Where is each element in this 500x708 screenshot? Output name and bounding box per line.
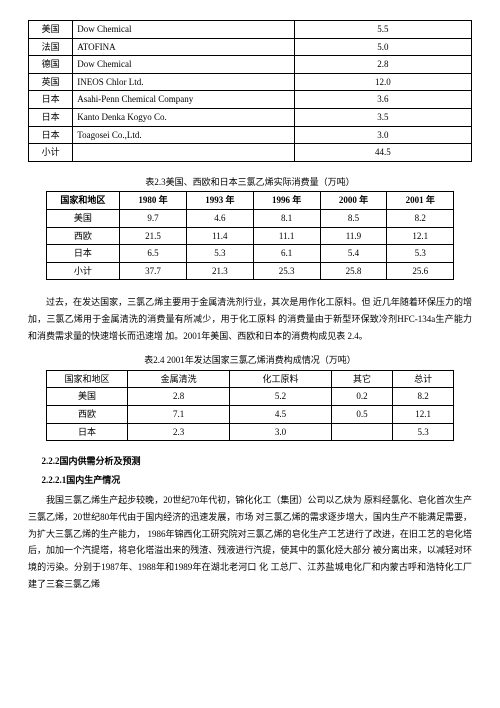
table-row: 法国ATOFINA5.0: [29, 38, 472, 56]
section-heading-1: 2.2.2国内供需分析及预测: [42, 455, 473, 468]
header-row: 国家和地区 1980 年 1993 年 1996 年 2000 年 2001 年: [46, 192, 453, 210]
company-cell: Toagosei Co.,Ltd.: [73, 126, 295, 144]
company-cell: Asahi-Penn Chemical Company: [73, 91, 295, 109]
table-row: 日本Toagosei Co.,Ltd.3.0: [29, 126, 472, 144]
country-cell: 美国: [29, 21, 73, 39]
header-cell: 2001 年: [387, 192, 454, 210]
header-cell: 2000 年: [320, 192, 387, 210]
value-cell: 3.0: [294, 126, 471, 144]
consumption-table: 国家和地区 1980 年 1993 年 1996 年 2000 年 2001 年…: [46, 191, 454, 280]
header-cell: 金属清洗: [128, 370, 230, 388]
header-cell: 化工原料: [230, 370, 332, 388]
table-row: 美国Dow Chemical5.5: [29, 21, 472, 39]
header-row: 国家和地区 金属清洗 化工原料 其它 总计: [46, 370, 453, 388]
companies-table: 美国Dow Chemical5.5 法国ATOFINA5.0 德国Dow Che…: [28, 20, 472, 162]
value-cell: 12.0: [294, 73, 471, 91]
table-row: 日本Asahi-Penn Chemical Company3.6: [29, 91, 472, 109]
header-cell: 1993 年: [186, 192, 253, 210]
country-cell: 小计: [29, 144, 73, 162]
value-cell: 44.5: [294, 144, 471, 162]
header-cell: 1980 年: [120, 192, 187, 210]
company-cell: Dow Chemical: [73, 56, 295, 74]
table2-caption: 表2.3美国、西欧和日本三氯乙烯实际消费量（万吨）: [28, 176, 472, 189]
value-cell: 5.0: [294, 38, 471, 56]
value-cell: 3.6: [294, 91, 471, 109]
table-row: 小计 44.5: [29, 144, 472, 162]
table-row: 西欧21.511.411.111.912.1: [46, 227, 453, 245]
section-heading-2: 2.2.2.1国内生产情况: [42, 474, 473, 487]
company-cell: INEOS Chlor Ltd.: [73, 73, 295, 91]
company-cell: Dow Chemical: [73, 21, 295, 39]
structure-table: 国家和地区 金属清洗 化工原料 其它 总计 美国2.85.20.28.2 西欧7…: [46, 370, 454, 441]
value-cell: 5.5: [294, 21, 471, 39]
company-cell: ATOFINA: [73, 38, 295, 56]
country-cell: 日本: [29, 126, 73, 144]
table-row: 美国2.85.20.28.2: [46, 388, 453, 406]
country-cell: 日本: [29, 91, 73, 109]
header-cell: 1996 年: [253, 192, 320, 210]
table-row: 日本Kanto Denka Kogyo Co.3.5: [29, 108, 472, 126]
company-cell: Kanto Denka Kogyo Co.: [73, 108, 295, 126]
country-cell: 法国: [29, 38, 73, 56]
table-row: 美国9.74.68.18.58.2: [46, 209, 453, 227]
country-cell: 日本: [29, 108, 73, 126]
country-cell: 德国: [29, 56, 73, 74]
header-cell: 国家和地区: [46, 192, 119, 210]
header-cell: 国家和地区: [46, 370, 127, 388]
paragraph-1: 过去，在发达国家，三氯乙烯主要用于金属清洗剂行业，其次是用作化工原料。但 近几年…: [28, 294, 472, 344]
country-cell: 英国: [29, 73, 73, 91]
table-row: 英国INEOS Chlor Ltd.12.0: [29, 73, 472, 91]
table-row: 日本2.33.05.3: [46, 423, 453, 441]
company-cell: [73, 144, 295, 162]
header-cell: 其它: [331, 370, 392, 388]
table-row: 德国Dow Chemical2.8: [29, 56, 472, 74]
table-row: 日本6.55.36.15.45.3: [46, 245, 453, 263]
header-cell: 总计: [393, 370, 454, 388]
table-row: 西欧7.14.50.512.1: [46, 406, 453, 424]
paragraph-2: 我国三氯乙烯生产起步较晚，20世纪70年代初，锦化化工（集团）公司以乙炔为 原料…: [28, 492, 472, 592]
value-cell: 3.5: [294, 108, 471, 126]
value-cell: 2.8: [294, 56, 471, 74]
table-row: 小计37.721.325.325.825.6: [46, 262, 453, 280]
table3-caption: 表2.4 2001年发达国家三氯乙烯消费构成情况（万吨）: [28, 354, 472, 367]
